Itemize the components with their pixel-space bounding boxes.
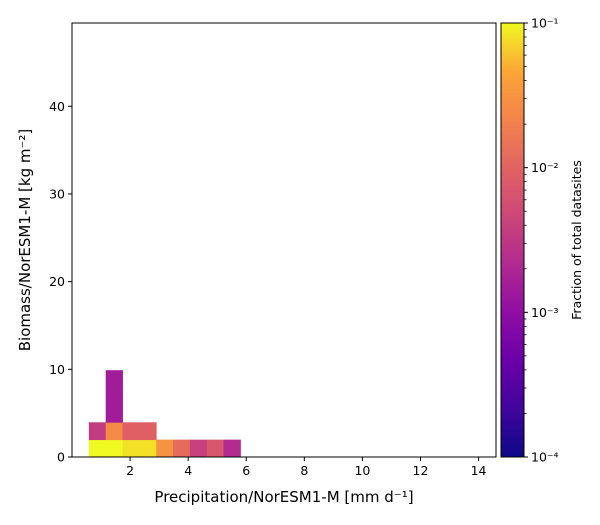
heatmap-cell-10: [105, 422, 123, 441]
y-axis-ticks: 0 10 20 30 40: [49, 99, 72, 465]
heatmap-cell-11: [122, 422, 140, 441]
y-axis-label: Biomass/NorESM1-M [kg m⁻²]: [16, 129, 34, 352]
y-tick-label: 10: [49, 362, 65, 377]
heatmap-cell-13: [105, 404, 123, 423]
heatmap-cell-3: [139, 439, 157, 458]
y-tick-label: 20: [49, 274, 65, 289]
y-tick-label: 0: [57, 450, 65, 465]
x-tick-label: 12: [413, 463, 429, 478]
heatmap-cell-9: [88, 422, 107, 441]
x-tick-label: 8: [300, 463, 308, 478]
heatmap-cell-8: [223, 439, 241, 458]
plot-frame: [71, 22, 497, 458]
y-tick-label: 40: [49, 99, 65, 114]
x-tick-label: 2: [126, 463, 134, 478]
y-tick-label: 30: [49, 186, 65, 201]
x-tick-label: 14: [471, 463, 487, 478]
heatmap-cell-1: [105, 439, 123, 458]
colorbar: [500, 22, 525, 458]
colorbar-ticks: 10⁻¹ 10⁻² 10⁻³ 10⁻⁴: [524, 16, 559, 465]
colorbar-label: Fraction of total datasites: [569, 160, 584, 320]
x-tick-label: 10: [354, 463, 370, 478]
heatmap-cell-12: [139, 422, 157, 441]
x-axis-label: Precipitation/NorESM1-M [mm d⁻¹]: [154, 488, 413, 506]
heatmap-cell-4: [156, 439, 174, 458]
x-tick-label: 6: [242, 463, 250, 478]
heatmap-cell-2: [122, 439, 140, 458]
colorbar-tick-label: 10⁻¹: [531, 16, 559, 31]
x-axis-ticks: 2 4 6 8 10 12 14: [126, 457, 487, 478]
heatmap-cell-15: [105, 370, 123, 388]
colorbar-tick-label: 10⁻⁴: [531, 450, 559, 465]
heatmap-cell-5: [173, 439, 191, 458]
colorbar-tick-label: 10⁻³: [531, 305, 559, 320]
heatmap-cell-6: [189, 439, 208, 458]
colorbar-tick-label: 10⁻²: [531, 160, 559, 175]
heatmap-cells: [88, 370, 241, 458]
heatmap-cell-0: [88, 439, 107, 458]
heatmap-cell-14: [105, 387, 123, 406]
heatmap-cell-7: [206, 439, 224, 458]
x-tick-label: 4: [184, 463, 192, 478]
